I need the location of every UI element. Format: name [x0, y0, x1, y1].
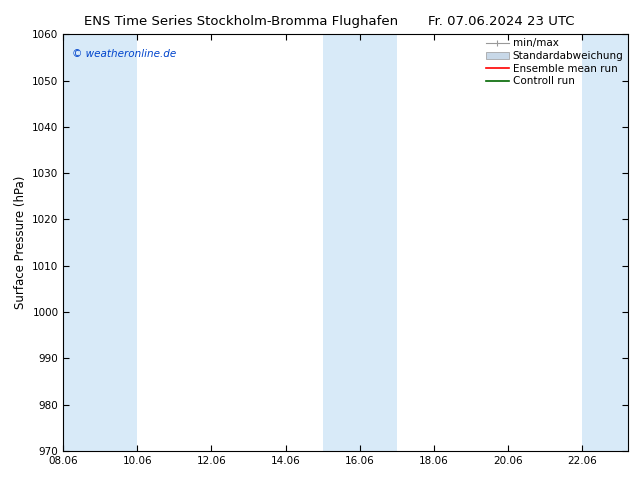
- Text: ENS Time Series Stockholm-Bromma Flughafen: ENS Time Series Stockholm-Bromma Flughaf…: [84, 15, 398, 28]
- Legend: min/max, Standardabweichung, Ensemble mean run, Controll run: min/max, Standardabweichung, Ensemble me…: [484, 36, 626, 88]
- Bar: [582, 34, 628, 451]
- Bar: [323, 34, 397, 451]
- Text: © weatheronline.de: © weatheronline.de: [72, 49, 176, 59]
- Y-axis label: Surface Pressure (hPa): Surface Pressure (hPa): [14, 176, 27, 309]
- Bar: [63, 34, 138, 451]
- Text: Fr. 07.06.2024 23 UTC: Fr. 07.06.2024 23 UTC: [427, 15, 574, 28]
